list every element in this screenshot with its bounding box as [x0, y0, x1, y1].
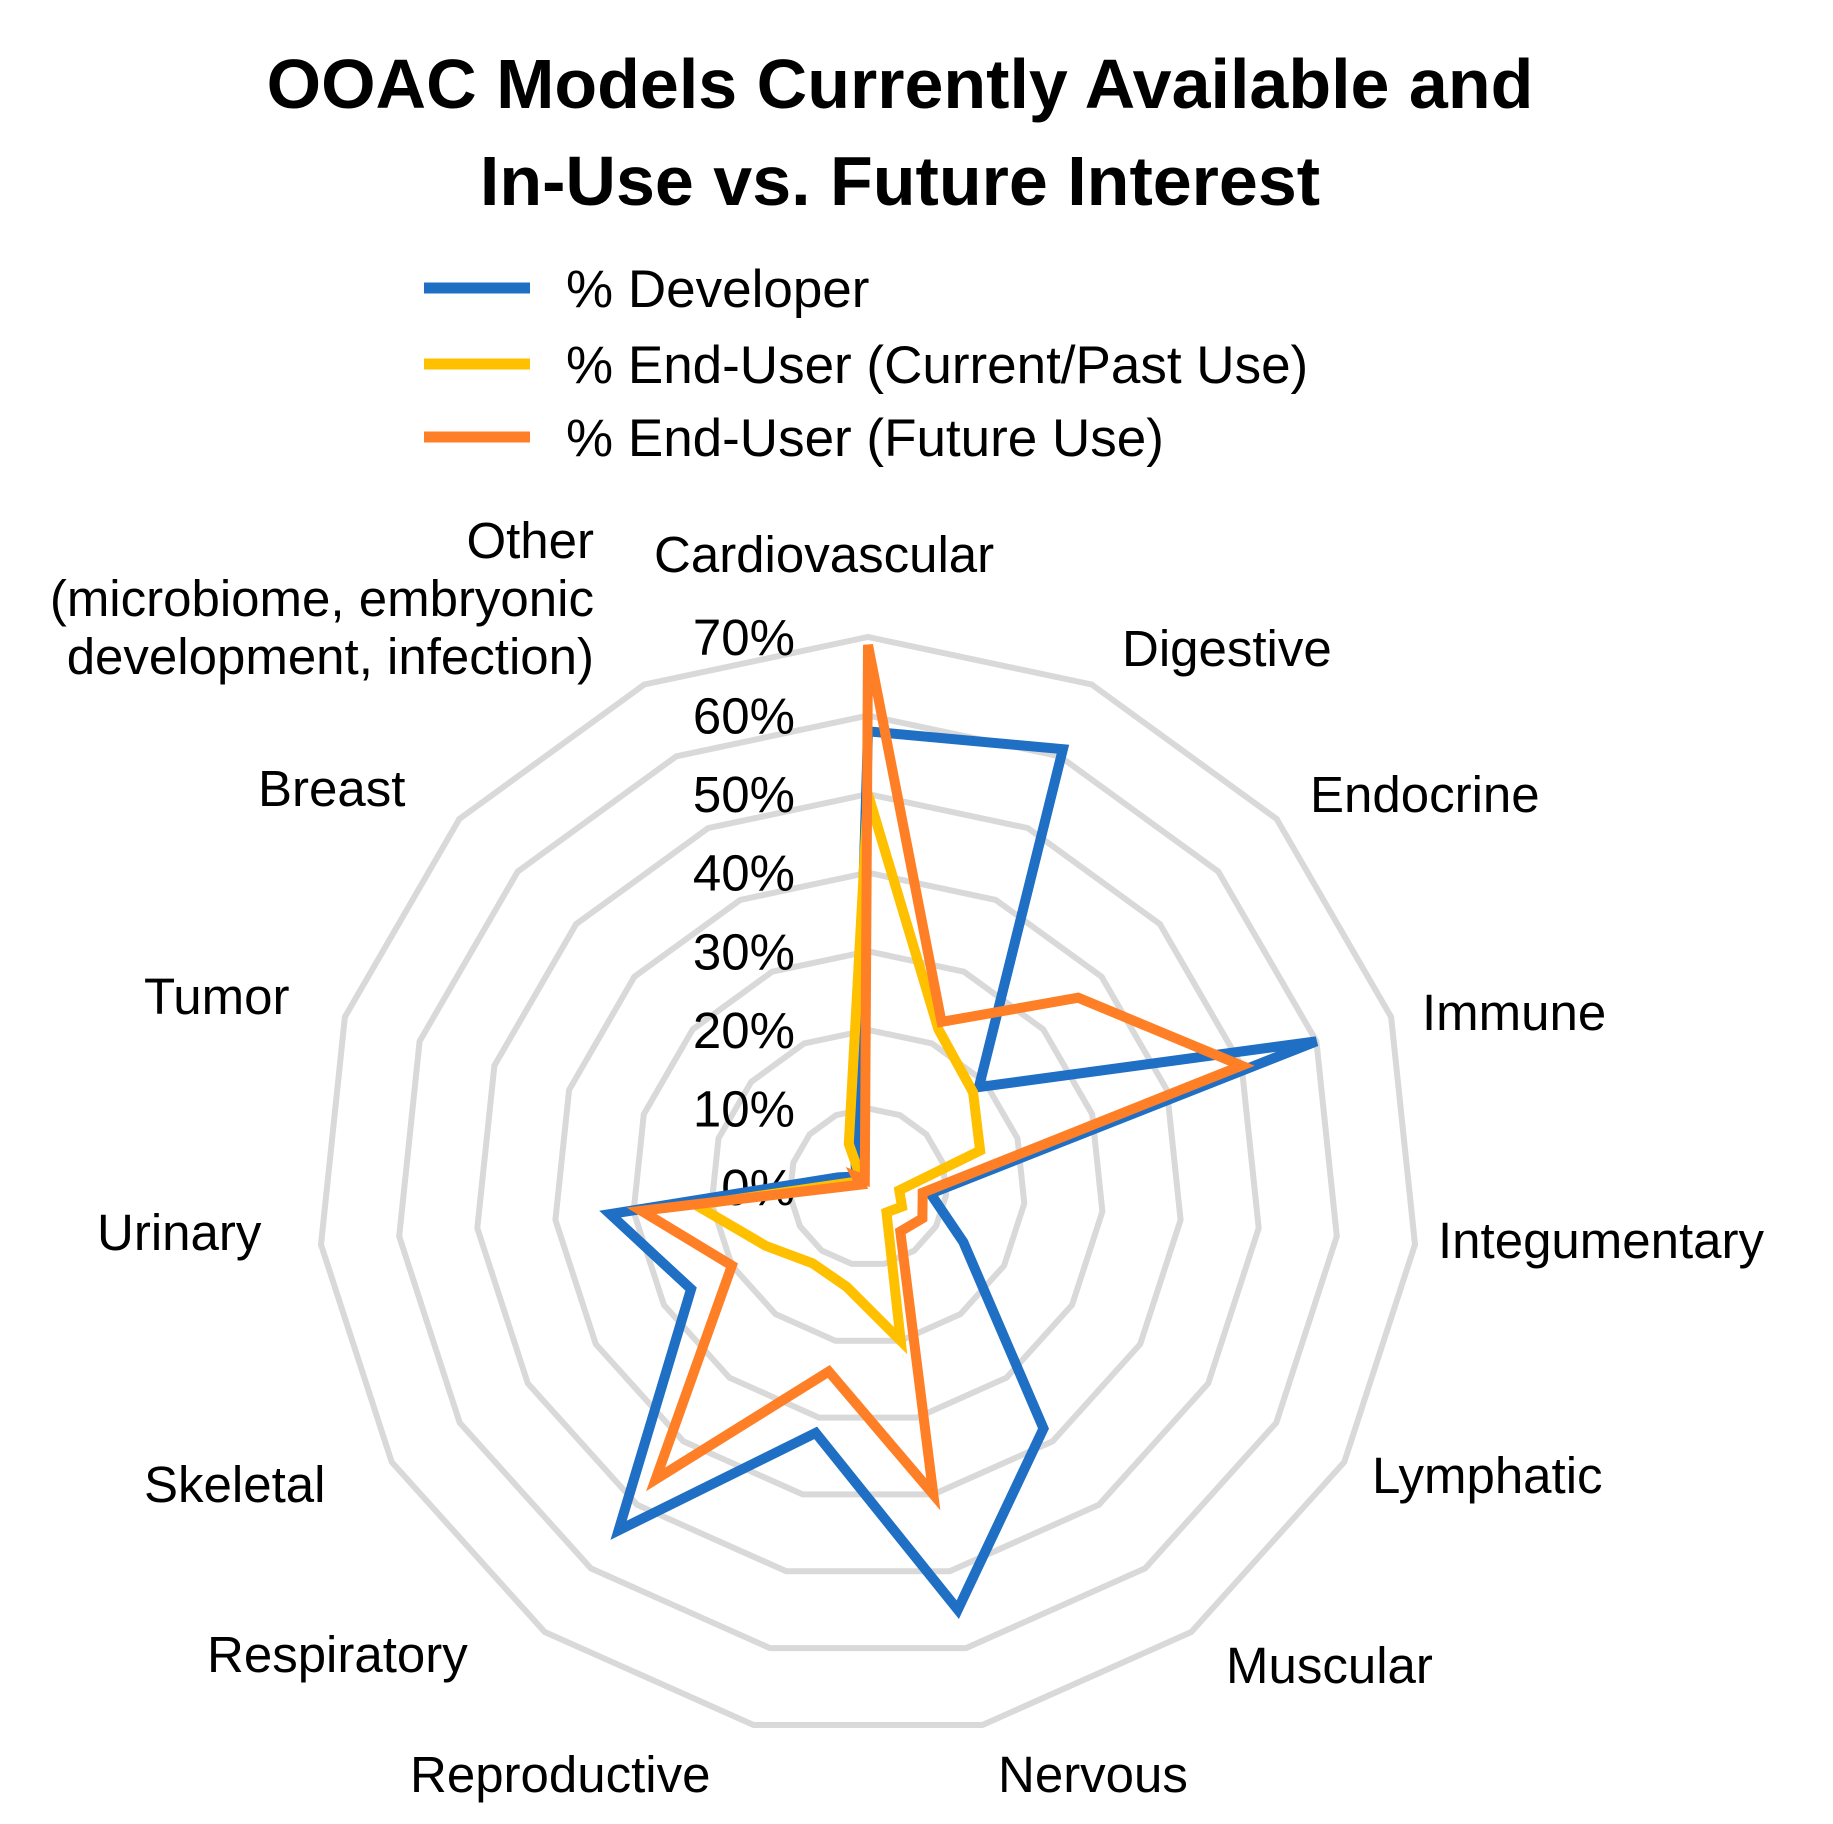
r-tick-label: 30%: [693, 923, 795, 980]
r-tick-label: 60%: [693, 688, 795, 745]
r-tick-label: 40%: [693, 845, 795, 902]
category-label: Lymphatic: [1372, 1447, 1603, 1504]
category-label: Skeletal: [144, 1456, 325, 1513]
r-tick-label: 70%: [693, 609, 795, 666]
chart-title-line-1: OOAC Models Currently Available and: [267, 45, 1534, 123]
category-label: (microbiome, embryonic: [50, 570, 594, 627]
category-label: Cardiovascular: [654, 526, 994, 583]
category-label: Respiratory: [207, 1626, 468, 1683]
category-label: Urinary: [97, 1204, 262, 1261]
legend: % Developer % End-User (Current/Past Use…: [424, 260, 1308, 468]
radial-tick-labels: 0%10%20%30%40%50%60%70%: [693, 609, 795, 1216]
series-line-0: [599, 725, 1319, 1620]
r-tick-label: 20%: [693, 1002, 795, 1059]
legend-label-developer: % Developer: [566, 260, 869, 319]
grid-ring-60: [396, 712, 1340, 1652]
category-label: Integumentary: [1438, 1212, 1765, 1269]
category-label: Muscular: [1226, 1637, 1433, 1694]
category-label: Digestive: [1122, 620, 1332, 677]
grid-ring-70: [317, 633, 1419, 1728]
legend-label-end-user-current: % End-User (Current/Past Use): [566, 336, 1308, 395]
category-label: Endocrine: [1310, 766, 1540, 823]
category-label: Reproductive: [410, 1746, 711, 1803]
r-tick-label: 50%: [693, 766, 795, 823]
category-label: Immune: [1422, 984, 1606, 1041]
chart-title-line-2: In-Use vs. Future Interest: [480, 142, 1320, 220]
category-label: Breast: [258, 760, 405, 817]
grid-ring-50: [474, 791, 1262, 1575]
category-label: Tumor: [144, 968, 289, 1025]
category-label: Nervous: [998, 1746, 1188, 1803]
category-labels: Cardiovascular Digestive Endocrine Immune In…: [50, 512, 1765, 1803]
category-label: Other: [466, 512, 594, 569]
series-line-2: [626, 643, 1255, 1511]
radar-series: [599, 643, 1319, 1620]
grid-ring-20: [708, 1026, 1028, 1344]
category-label: development, infection): [67, 628, 594, 685]
r-tick-label: 10%: [693, 1080, 795, 1137]
legend-label-end-user-future: % End-User (Future Use): [566, 409, 1164, 468]
grid-ring-10: [786, 1105, 950, 1267]
